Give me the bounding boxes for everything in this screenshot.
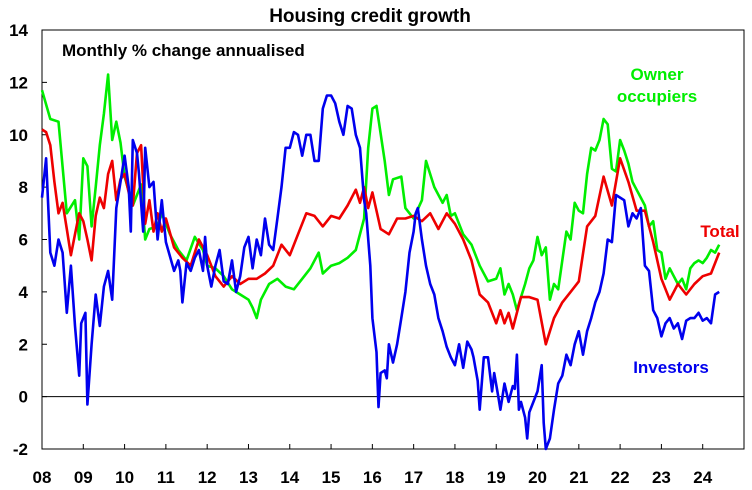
series-label-total: Total — [700, 222, 739, 241]
series-label-owner-occupiers: Owner occupiers — [617, 65, 697, 106]
y-tick-label: 14 — [9, 21, 28, 40]
x-tick-label: 19 — [487, 468, 506, 487]
x-tick-label: 22 — [611, 468, 630, 487]
x-tick-label: 21 — [569, 468, 588, 487]
y-tick-label: 4 — [19, 283, 29, 302]
series-line-investors — [40, 94, 720, 451]
y-tick-label: 0 — [19, 388, 28, 407]
y-tick-label: 10 — [9, 126, 28, 145]
x-tick-label: 13 — [239, 468, 258, 487]
x-tick-label: 17 — [404, 468, 423, 487]
chart-title: Housing credit growth — [269, 6, 471, 27]
x-tick-label: 18 — [445, 468, 464, 487]
x-tick-label: 20 — [528, 468, 547, 487]
series-line-total — [41, 128, 721, 346]
x-tick-label: 09 — [74, 468, 93, 487]
y-tick-label: 2 — [19, 335, 28, 354]
x-tick-label: 11 — [157, 468, 175, 487]
x-tick-label: 16 — [363, 468, 382, 487]
series-label-line: occupiers — [617, 87, 697, 106]
x-tick-label: 23 — [652, 468, 671, 487]
series-label-line: Owner — [631, 65, 684, 84]
x-tick-label: 10 — [115, 468, 134, 487]
series-label-investors: Investors — [633, 358, 709, 377]
series-labels: Owner occupiers Total Investors — [617, 65, 740, 377]
x-tick-label: 08 — [33, 468, 52, 487]
y-tick-label: 6 — [19, 231, 28, 250]
series-label-line: Total — [700, 222, 739, 241]
x-tick-label: 24 — [693, 468, 712, 487]
chart-subtitle: Monthly % change annualised — [62, 41, 305, 60]
y-tick-label: -2 — [13, 440, 28, 459]
x-tick-label: 12 — [198, 468, 217, 487]
x-tick-label: 14 — [280, 468, 299, 487]
series-lines — [40, 73, 721, 451]
x-tick-label: 15 — [322, 468, 341, 487]
y-tick-label: 12 — [9, 73, 28, 92]
series-label-line: Investors — [633, 358, 709, 377]
y-tick-label: 8 — [19, 178, 28, 197]
